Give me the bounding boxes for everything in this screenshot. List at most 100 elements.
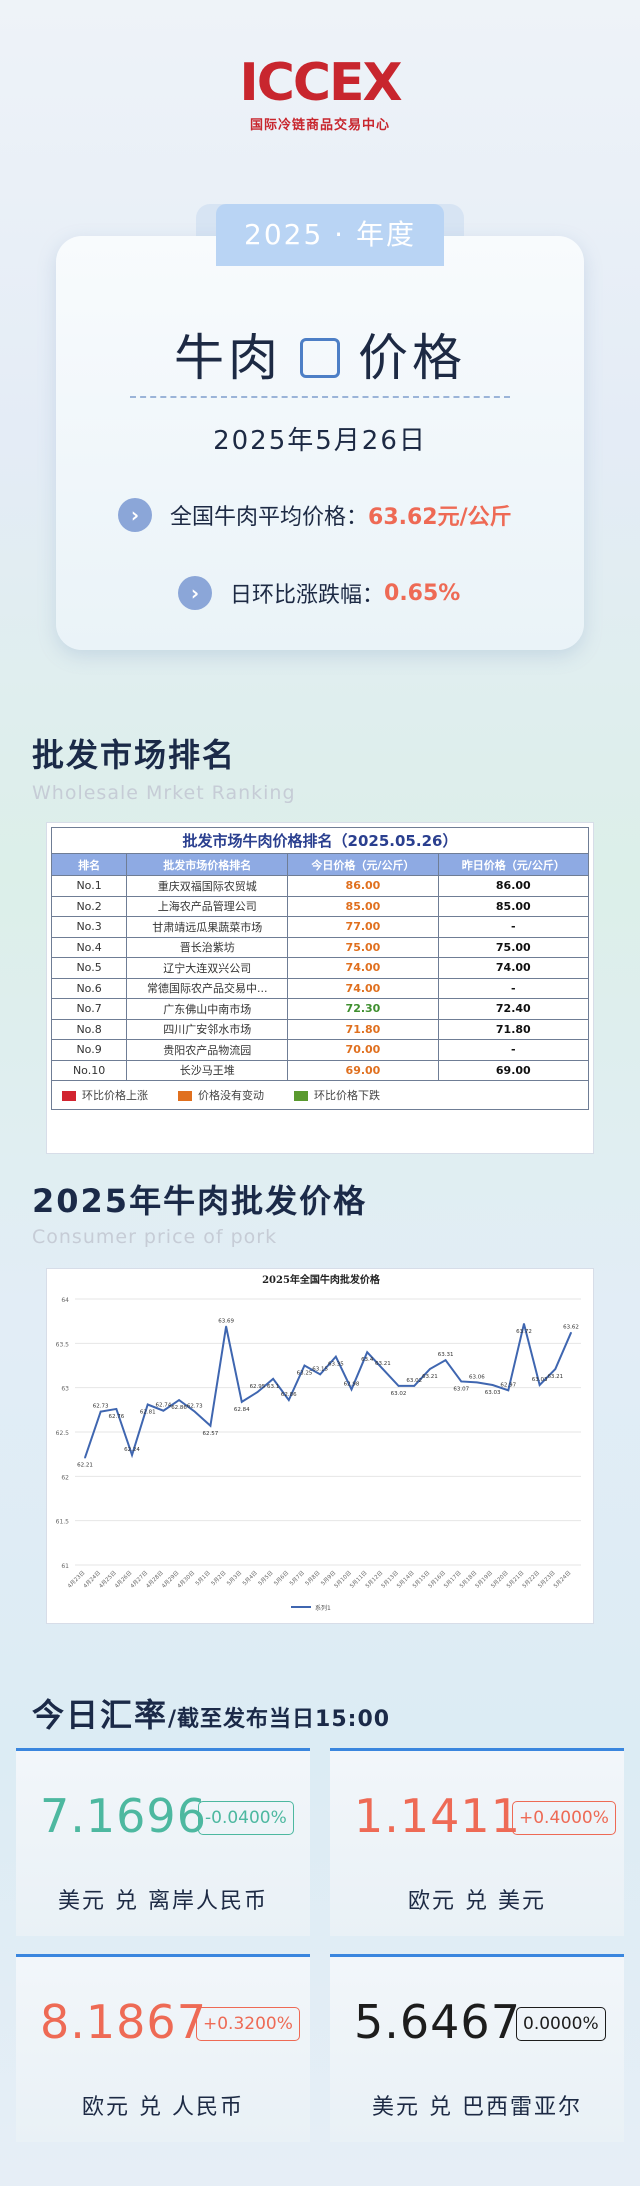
cell-yesterday: 71.80 (437, 1018, 590, 1040)
legend-flat-swatch (178, 1091, 192, 1101)
data-point (319, 1373, 321, 1376)
fx-change-badge: 0.0000% (516, 2007, 606, 2041)
fx-value: 5.6467 (354, 1995, 521, 2049)
data-label: 63.02 (391, 1391, 407, 1397)
data-point (507, 1389, 510, 1392)
data-label: 63.4 (361, 1357, 374, 1363)
data-point (523, 1323, 525, 1325)
x-tick-label: 5月6日 (273, 1569, 291, 1587)
data-point (99, 1410, 102, 1413)
data-label: 62.73 (187, 1404, 203, 1410)
data-label: 62.73 (93, 1404, 109, 1410)
price-heading-en: Consumer price of pork (32, 1226, 278, 1248)
legend-down: 环比价格下跌 (294, 1087, 380, 1103)
legend-label: 系列1 (315, 1604, 331, 1612)
col-yesterday: 昨日价格（元/公斤） (437, 853, 590, 876)
fx-pair-label: 欧元 兑 美元 (408, 1889, 546, 1914)
data-label: 62.81 (140, 1410, 156, 1416)
cell-rank: No.2 (50, 895, 128, 917)
price-chart: 2025年全国牛肉批发价格 61 61.5 62 62.5 63 63.5 64 62.21 62… (46, 1268, 594, 1624)
table-row: No.1 重庆双福国际农贸城 86.00 86.00 (50, 875, 590, 897)
data-point (178, 1399, 180, 1401)
fx-heading: 今日汇率/截至发布当日15:00 (32, 1690, 390, 1736)
cell-rank: No.10 (50, 1059, 128, 1081)
data-label: 63.31 (438, 1352, 454, 1358)
cell-market: 长沙马王堆 (126, 1059, 289, 1081)
report-date: 2025年5月26日 (213, 426, 427, 456)
logo-mark: ICCEX (239, 53, 402, 113)
chevron-right-icon: › (178, 576, 212, 610)
cell-rank: No.1 (50, 875, 128, 897)
col-rank: 排名 (50, 853, 128, 876)
data-label: 63.02 (406, 1378, 422, 1384)
daily-change-label: 日环比涨跌幅： (230, 583, 385, 608)
table-row: No.3 甘肃靖远瓜果蔬菜市场 77.00- (50, 916, 590, 938)
data-point (538, 1384, 541, 1386)
cell-yesterday: 85.00 (437, 895, 590, 917)
title-box-icon (300, 337, 340, 378)
data-point (272, 1378, 274, 1380)
table-row: No.9 贵阳农产品物流园 70.00- (50, 1039, 590, 1061)
cell-yesterday: 74.00 (437, 957, 590, 979)
fx-change-badge: +0.3200% (196, 2007, 300, 2041)
data-label: 63.35 (328, 1362, 344, 1368)
data-point (554, 1368, 557, 1370)
cell-rank: No.7 (50, 998, 128, 1020)
data-label: 63.06 (469, 1374, 485, 1380)
legend-flat: 价格没有变动 (178, 1087, 264, 1103)
cell-today: 72.30 (287, 998, 439, 1020)
data-label: 63.21 (422, 1374, 438, 1380)
chart-title: 2025年全国牛肉批发价格 (262, 1273, 381, 1286)
data-label: 62.97 (500, 1382, 516, 1388)
chevron-right-icon: › (118, 498, 152, 532)
data-point (115, 1408, 118, 1410)
x-tick-label: 5月3日 (226, 1569, 244, 1587)
table-row: No.6 常德国际农产品交易中... 74.00- (50, 977, 590, 999)
legend-up: 环比价格上涨 (62, 1087, 148, 1103)
cell-today: 74.00 (287, 957, 439, 979)
cell-market: 贵阳农产品物流园 (126, 1039, 289, 1061)
cell-rank: No.8 (50, 1018, 128, 1040)
legend-flat-label: 价格没有变动 (198, 1089, 264, 1102)
data-label: 63.72 (516, 1329, 532, 1335)
logo: ICCEX 国际冷链商品交易中心 (0, 56, 640, 133)
cell-today: 85.00 (287, 895, 439, 917)
data-point (146, 1403, 149, 1406)
ranking-table: 批发市场牛肉价格排名（2025.05.26） 排名 批发市场价格排名 今日价格（… (46, 822, 594, 1154)
fx-value: 1.1411 (354, 1789, 521, 1843)
title-right: 价格 (358, 329, 466, 387)
table-row: No.2 上海农产品管理公司 85.00 85.00 (50, 895, 590, 917)
cell-today: 77.00 (287, 916, 439, 938)
fx-card-usd-brl: 5.6467 0.0000% 美元 兑 巴西雷亚尔 (330, 1954, 624, 2142)
cell-yesterday: 75.00 (437, 936, 590, 958)
fx-card-eur-cny: 8.1867 +0.3200% 欧元 兑 人民币 (16, 1954, 310, 2142)
cell-yesterday: - (437, 1039, 590, 1061)
cell-market: 重庆双福国际农贸城 (126, 875, 289, 897)
data-point (460, 1380, 463, 1383)
data-point (288, 1399, 290, 1401)
cell-market: 常德国际农产品交易中... (126, 977, 289, 999)
data-label: 63.21 (547, 1374, 563, 1380)
x-tick-label: 5月4日 (241, 1569, 259, 1587)
price-heading: 2025年牛肉批发价格 (32, 1182, 368, 1220)
x-tick-label: 5月2日 (210, 1569, 228, 1587)
table-body: No.1 重庆双福国际农贸城 86.00 86.00 No.2 上海农产品管理公司 85.0… (50, 875, 590, 1081)
data-label: 63.03 (532, 1377, 548, 1383)
data-label: 63.07 (453, 1386, 469, 1392)
table-row: No.8 四川广安邻水市场 71.80 71.80 (50, 1018, 590, 1040)
data-point (335, 1355, 337, 1358)
ranking-heading: 批发市场排名 (32, 736, 237, 774)
data-point (570, 1331, 572, 1334)
cell-rank: No.3 (50, 916, 128, 938)
y-tick-label: 63 (61, 1386, 69, 1393)
fx-pair-label: 美元 兑 巴西雷亚尔 (372, 2095, 582, 2120)
data-label: 62.21 (77, 1463, 93, 1469)
legend-up-label: 环比价格上涨 (82, 1089, 148, 1102)
y-tick-label: 62.5 (56, 1430, 70, 1437)
avg-price-stat: › 全国牛肉平均价格： 63.62元/公斤 (118, 498, 512, 532)
table-legend: 环比价格上涨 价格没有变动 环比价格下跌 (51, 1081, 589, 1110)
logo-subtitle: 国际冷链商品交易中心 (249, 118, 390, 133)
cell-today: 75.00 (287, 936, 439, 958)
cell-market: 辽宁大连双兴公司 (126, 957, 289, 979)
fx-change-badge: -0.0400% (198, 1801, 294, 1835)
